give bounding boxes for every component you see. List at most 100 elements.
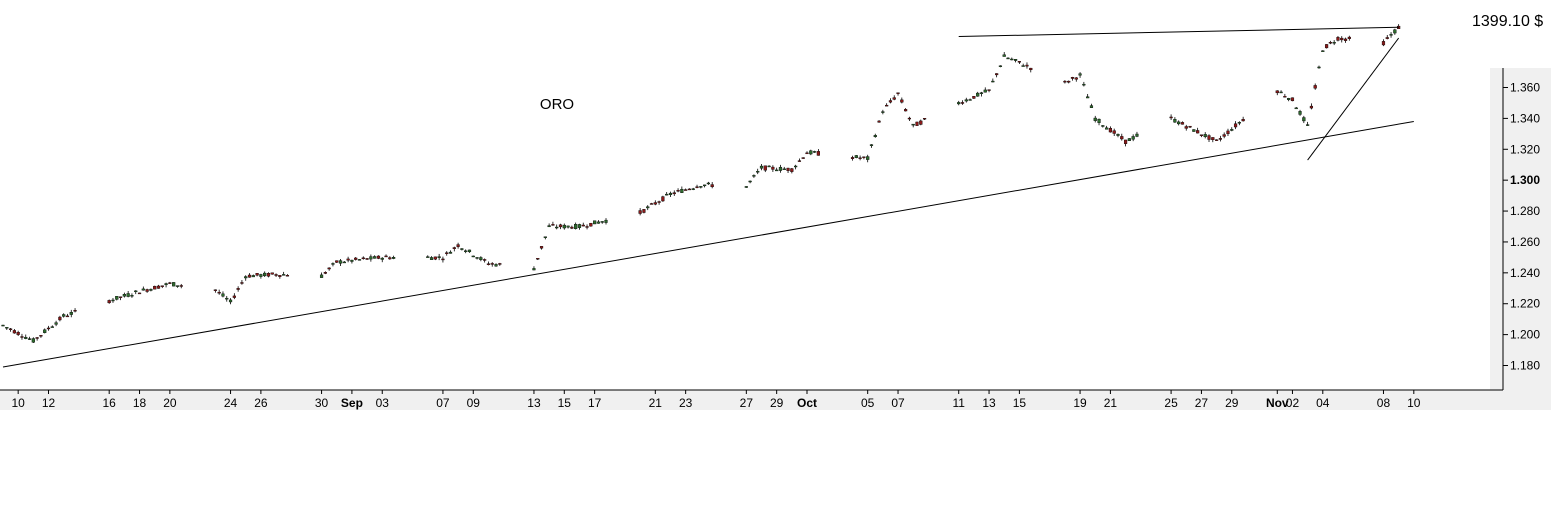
candle-body: [665, 193, 669, 196]
candle-body: [240, 282, 244, 284]
candle-body: [1332, 42, 1336, 44]
candle-body: [426, 256, 430, 258]
x-tick-label: 30: [315, 396, 329, 410]
candle-body: [69, 312, 73, 315]
candle-body: [881, 111, 885, 113]
candle-body: [786, 167, 790, 171]
candle-body: [1188, 125, 1192, 128]
candle-body: [904, 109, 908, 112]
candle-body: [1135, 133, 1139, 137]
candle-body: [1381, 41, 1386, 46]
candle-body: [600, 221, 604, 223]
candle-body: [1290, 97, 1295, 102]
candle-body: [39, 335, 43, 337]
candle-body: [869, 144, 874, 146]
candle-body: [574, 224, 578, 229]
x-tick-label: 16: [103, 396, 117, 410]
candle-body: [957, 102, 961, 105]
candle-body: [1120, 136, 1124, 140]
candle-body: [1177, 121, 1181, 125]
candle-body: [54, 322, 58, 325]
candle-body: [1313, 85, 1317, 89]
candle-body: [168, 282, 172, 284]
trendline-short-term-support: [1307, 37, 1400, 161]
candle-body: [1385, 37, 1389, 39]
candle-body: [346, 258, 350, 261]
candle-body: [392, 257, 396, 259]
candle-body: [126, 293, 130, 297]
candle-body: [369, 256, 373, 260]
candle-body: [433, 256, 437, 260]
candlestick-series: [1, 24, 1401, 343]
candle-body: [1112, 130, 1116, 134]
candle-body: [1324, 44, 1329, 49]
candle-body: [995, 73, 999, 76]
candle-body: [1389, 34, 1393, 36]
candle-body: [919, 120, 923, 125]
x-tick-label: 05: [861, 396, 875, 410]
candle-body: [115, 296, 119, 300]
candle-body: [1336, 37, 1340, 41]
x-tick-label: 10: [11, 396, 25, 410]
candle-body: [1222, 134, 1226, 137]
candle-body: [448, 251, 453, 254]
candle-body: [812, 151, 817, 153]
candle-body: [1180, 122, 1185, 125]
candle-body: [156, 285, 161, 289]
x-tick-label: 21: [649, 396, 663, 410]
candle-body: [782, 168, 786, 171]
candle-body: [585, 226, 589, 228]
candle-body: [676, 189, 680, 192]
candle-body: [581, 224, 585, 227]
candle-body: [65, 315, 70, 318]
candle-body: [642, 209, 646, 213]
x-tick-label: 27: [1195, 396, 1209, 410]
candle-body: [1233, 123, 1238, 128]
candle-body: [1101, 125, 1105, 127]
candle-body: [31, 338, 35, 343]
x-tick-label: 13: [527, 396, 541, 410]
y-tick-label: 1.220: [1510, 297, 1540, 311]
candle-body: [703, 184, 707, 187]
candle-body: [12, 330, 16, 334]
candle-body: [160, 285, 164, 287]
candle-body: [1294, 107, 1298, 110]
candle-body: [672, 192, 676, 195]
candle-body: [976, 92, 980, 97]
candle-body: [331, 263, 335, 265]
candle-body: [570, 226, 574, 229]
candle-body: [1086, 96, 1090, 99]
candle-body: [20, 336, 24, 338]
candle-body: [1321, 50, 1325, 52]
candle-body: [653, 202, 657, 205]
candle-body: [1070, 77, 1075, 79]
candle-body: [710, 184, 714, 188]
candle-body: [1025, 64, 1029, 67]
x-tick-label: 02: [1286, 396, 1300, 410]
candle-body: [877, 120, 881, 123]
candle-body: [555, 226, 559, 229]
candle-body: [365, 258, 369, 260]
candle-body: [680, 189, 684, 193]
x-tick-label: 19: [1073, 396, 1087, 410]
candle-body: [775, 169, 779, 172]
candle-body: [1283, 96, 1287, 98]
candle-body: [236, 288, 240, 290]
candle-body: [911, 123, 915, 126]
y-tick-label: 1.300: [1510, 173, 1540, 187]
candle-body: [141, 288, 145, 291]
candle-body: [384, 255, 388, 258]
candle-body: [460, 248, 464, 250]
candle-body: [1105, 127, 1109, 130]
candle-body: [684, 189, 688, 191]
x-tick-label: 26: [254, 396, 268, 410]
candle-body: [1393, 29, 1397, 34]
candle-body: [858, 157, 862, 159]
candle-body: [376, 255, 381, 259]
candle-body: [172, 282, 176, 287]
candle-body: [263, 272, 267, 277]
candle-body: [319, 274, 324, 278]
candle-body: [1131, 136, 1135, 140]
candle-body: [1230, 129, 1234, 131]
candle-body: [1093, 117, 1097, 121]
